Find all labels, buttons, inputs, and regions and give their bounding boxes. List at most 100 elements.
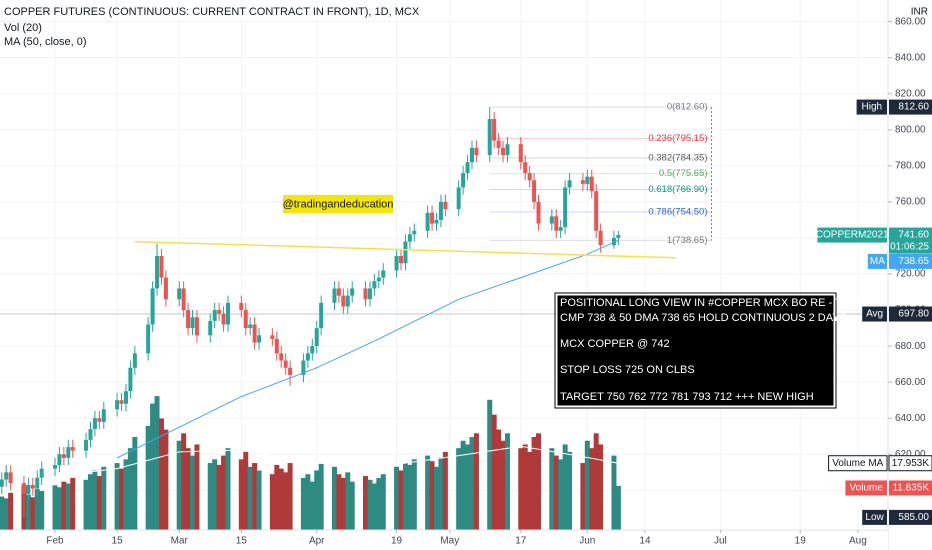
candle-body bbox=[611, 237, 616, 246]
tag-name bbox=[817, 227, 887, 243]
candle-body bbox=[518, 144, 523, 163]
candle-body bbox=[438, 201, 443, 220]
candle-body bbox=[412, 230, 417, 235]
candle-body bbox=[39, 468, 44, 478]
y-tick-label: 840.00 bbox=[895, 52, 926, 63]
candle-body bbox=[208, 320, 213, 336]
x-tick-label: May bbox=[440, 536, 459, 547]
volume-bar bbox=[615, 485, 621, 530]
tag-name-text: COPPERM2021 bbox=[816, 230, 889, 241]
note-line: TARGET 750 762 772 781 793 712 +++ NEW H… bbox=[560, 391, 814, 403]
volume-bar bbox=[70, 477, 76, 530]
volume-bar bbox=[367, 479, 373, 530]
candle-body bbox=[155, 255, 160, 289]
tag-value-text: 17.953K bbox=[892, 458, 930, 469]
volume-bar bbox=[87, 474, 93, 530]
volume-bar bbox=[580, 463, 586, 530]
trendline bbox=[134, 240, 677, 259]
note-border bbox=[554, 292, 837, 409]
candle-body bbox=[310, 346, 315, 354]
candle-body bbox=[585, 176, 590, 184]
candle-body bbox=[8, 472, 13, 484]
tag-value bbox=[889, 480, 932, 496]
volume-bar bbox=[0, 496, 5, 530]
indicator-label: Vol (20) bbox=[4, 22, 42, 34]
handle-text: @tradingandeducation bbox=[283, 198, 394, 210]
candle-body bbox=[549, 216, 554, 224]
y-tick-label: 860.00 bbox=[895, 16, 926, 27]
volume-bar bbox=[456, 448, 462, 530]
fib-label: 0(812.60) bbox=[667, 102, 708, 113]
x-tick-label: Apr bbox=[309, 536, 325, 547]
candle-body bbox=[212, 310, 217, 321]
chart-title: COPPER FUTURES (CONTINUOUS: CURRENT CONT… bbox=[4, 6, 420, 18]
volume-bar bbox=[336, 474, 342, 530]
volume-bar bbox=[221, 455, 227, 530]
candle-body bbox=[381, 270, 386, 278]
volume-bar bbox=[154, 396, 160, 530]
volume-bar bbox=[473, 433, 479, 530]
volume-bar bbox=[309, 481, 315, 530]
candle-body bbox=[35, 477, 40, 489]
candle-body bbox=[163, 277, 168, 300]
volume-bar bbox=[536, 433, 542, 530]
tag-name bbox=[845, 480, 887, 496]
candle-body bbox=[288, 367, 293, 375]
candle-body bbox=[194, 317, 199, 336]
tag-name bbox=[828, 455, 888, 472]
candle-body bbox=[270, 335, 275, 339]
candle-body bbox=[115, 400, 120, 410]
volume-bar bbox=[598, 444, 604, 530]
volume-bar bbox=[584, 440, 590, 530]
tag-countdown: 01:06:25 bbox=[890, 242, 929, 253]
candle-body bbox=[589, 176, 594, 192]
tag-name-text: Volume MA bbox=[832, 458, 883, 469]
volume-bar bbox=[487, 399, 493, 530]
candle-body bbox=[4, 472, 9, 480]
fib-label: 0.618(766.90) bbox=[648, 184, 707, 195]
candle-body bbox=[243, 310, 248, 329]
candle-body bbox=[97, 418, 102, 422]
candle-body bbox=[501, 147, 506, 156]
candle-body bbox=[527, 173, 532, 181]
candle-body bbox=[61, 454, 66, 458]
candle-body bbox=[119, 400, 124, 404]
fib-label: 0.786(754.50) bbox=[648, 206, 707, 217]
volume-bar bbox=[438, 457, 444, 530]
volume-bar bbox=[132, 437, 138, 530]
volume-bar bbox=[92, 470, 98, 530]
volume-bar bbox=[407, 464, 413, 530]
tag-value bbox=[888, 455, 932, 472]
candle-body bbox=[345, 295, 350, 307]
volume-bar bbox=[553, 455, 559, 530]
volume-bar bbox=[527, 451, 533, 530]
x-tick-label: 14 bbox=[639, 536, 651, 547]
x-tick-label: Feb bbox=[46, 536, 64, 547]
candle-body bbox=[332, 288, 337, 303]
candle-body bbox=[301, 360, 306, 375]
note-line: STOP LOSS 725 ON CLBS bbox=[560, 364, 695, 376]
candle-body bbox=[221, 313, 226, 325]
candle-body bbox=[305, 353, 310, 361]
volume-bar bbox=[460, 440, 466, 530]
volume-bar bbox=[8, 492, 14, 530]
volume-bar bbox=[65, 483, 71, 530]
note-box bbox=[556, 294, 835, 407]
candle-body bbox=[190, 317, 195, 329]
volume-bar bbox=[194, 444, 200, 530]
candle-body bbox=[443, 201, 448, 210]
candle-body bbox=[469, 147, 474, 163]
candle-body bbox=[367, 288, 372, 300]
candle-body bbox=[177, 288, 182, 300]
candle-body bbox=[66, 447, 71, 458]
volume-bar bbox=[207, 463, 213, 530]
tag-name bbox=[862, 509, 887, 525]
volume-bar bbox=[522, 444, 528, 530]
candle-body bbox=[567, 180, 572, 188]
volume-bar bbox=[3, 498, 9, 530]
candle-body bbox=[279, 353, 284, 361]
volume-bar bbox=[145, 425, 151, 530]
tag-name-text: MA bbox=[870, 256, 885, 267]
volume-bar bbox=[30, 497, 36, 530]
